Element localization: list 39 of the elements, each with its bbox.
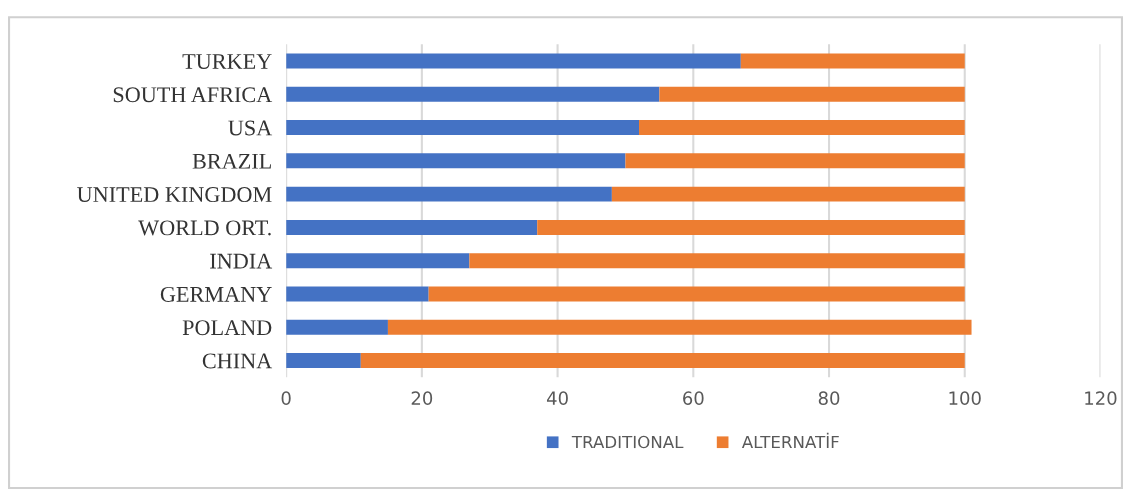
y-tick-label: BRAZIL <box>192 153 271 169</box>
x-tick-label: 0 <box>281 391 291 406</box>
x-tick-label: 40 <box>546 391 568 406</box>
bar <box>286 153 626 169</box>
x-tick-label: 80 <box>818 391 840 406</box>
y-tick-label: USA <box>228 120 273 136</box>
y-tick-label: TURKEY <box>182 54 272 69</box>
y-tick-label: INDIA <box>210 253 273 269</box>
bar <box>360 353 965 368</box>
bar <box>639 120 965 136</box>
legend-label: TRADITIONAL <box>571 435 684 449</box>
bar <box>428 286 965 302</box>
bar <box>537 219 965 235</box>
bar <box>286 253 470 269</box>
legend-label: ALTERNATİF <box>741 432 839 449</box>
y-tick-label: CHINA <box>202 353 273 369</box>
bar <box>286 86 660 102</box>
x-tick-label: 120 <box>1085 391 1117 406</box>
bar <box>286 319 388 335</box>
bar <box>286 53 741 69</box>
x-tick-label: 20 <box>411 391 433 406</box>
x-tick-label: 100 <box>949 391 981 406</box>
y-tick-label: POLAND <box>182 320 272 336</box>
bar <box>286 120 640 136</box>
bar <box>286 353 361 368</box>
y-tick-label: UNITED KINGDOM <box>77 187 272 203</box>
bar <box>387 319 972 335</box>
x-tick-label: 60 <box>683 391 704 406</box>
bar <box>611 186 965 202</box>
bar <box>286 219 538 235</box>
bar <box>740 53 965 69</box>
bar <box>286 286 429 302</box>
bar <box>469 253 965 269</box>
bar <box>659 86 965 102</box>
y-tick-label: WORLD ORT. <box>138 220 271 236</box>
y-tick-label: GERMANY <box>160 286 272 302</box>
bar <box>286 186 612 202</box>
bar <box>625 153 965 169</box>
y-tick-label: SOUTH AFRICA <box>113 87 273 103</box>
